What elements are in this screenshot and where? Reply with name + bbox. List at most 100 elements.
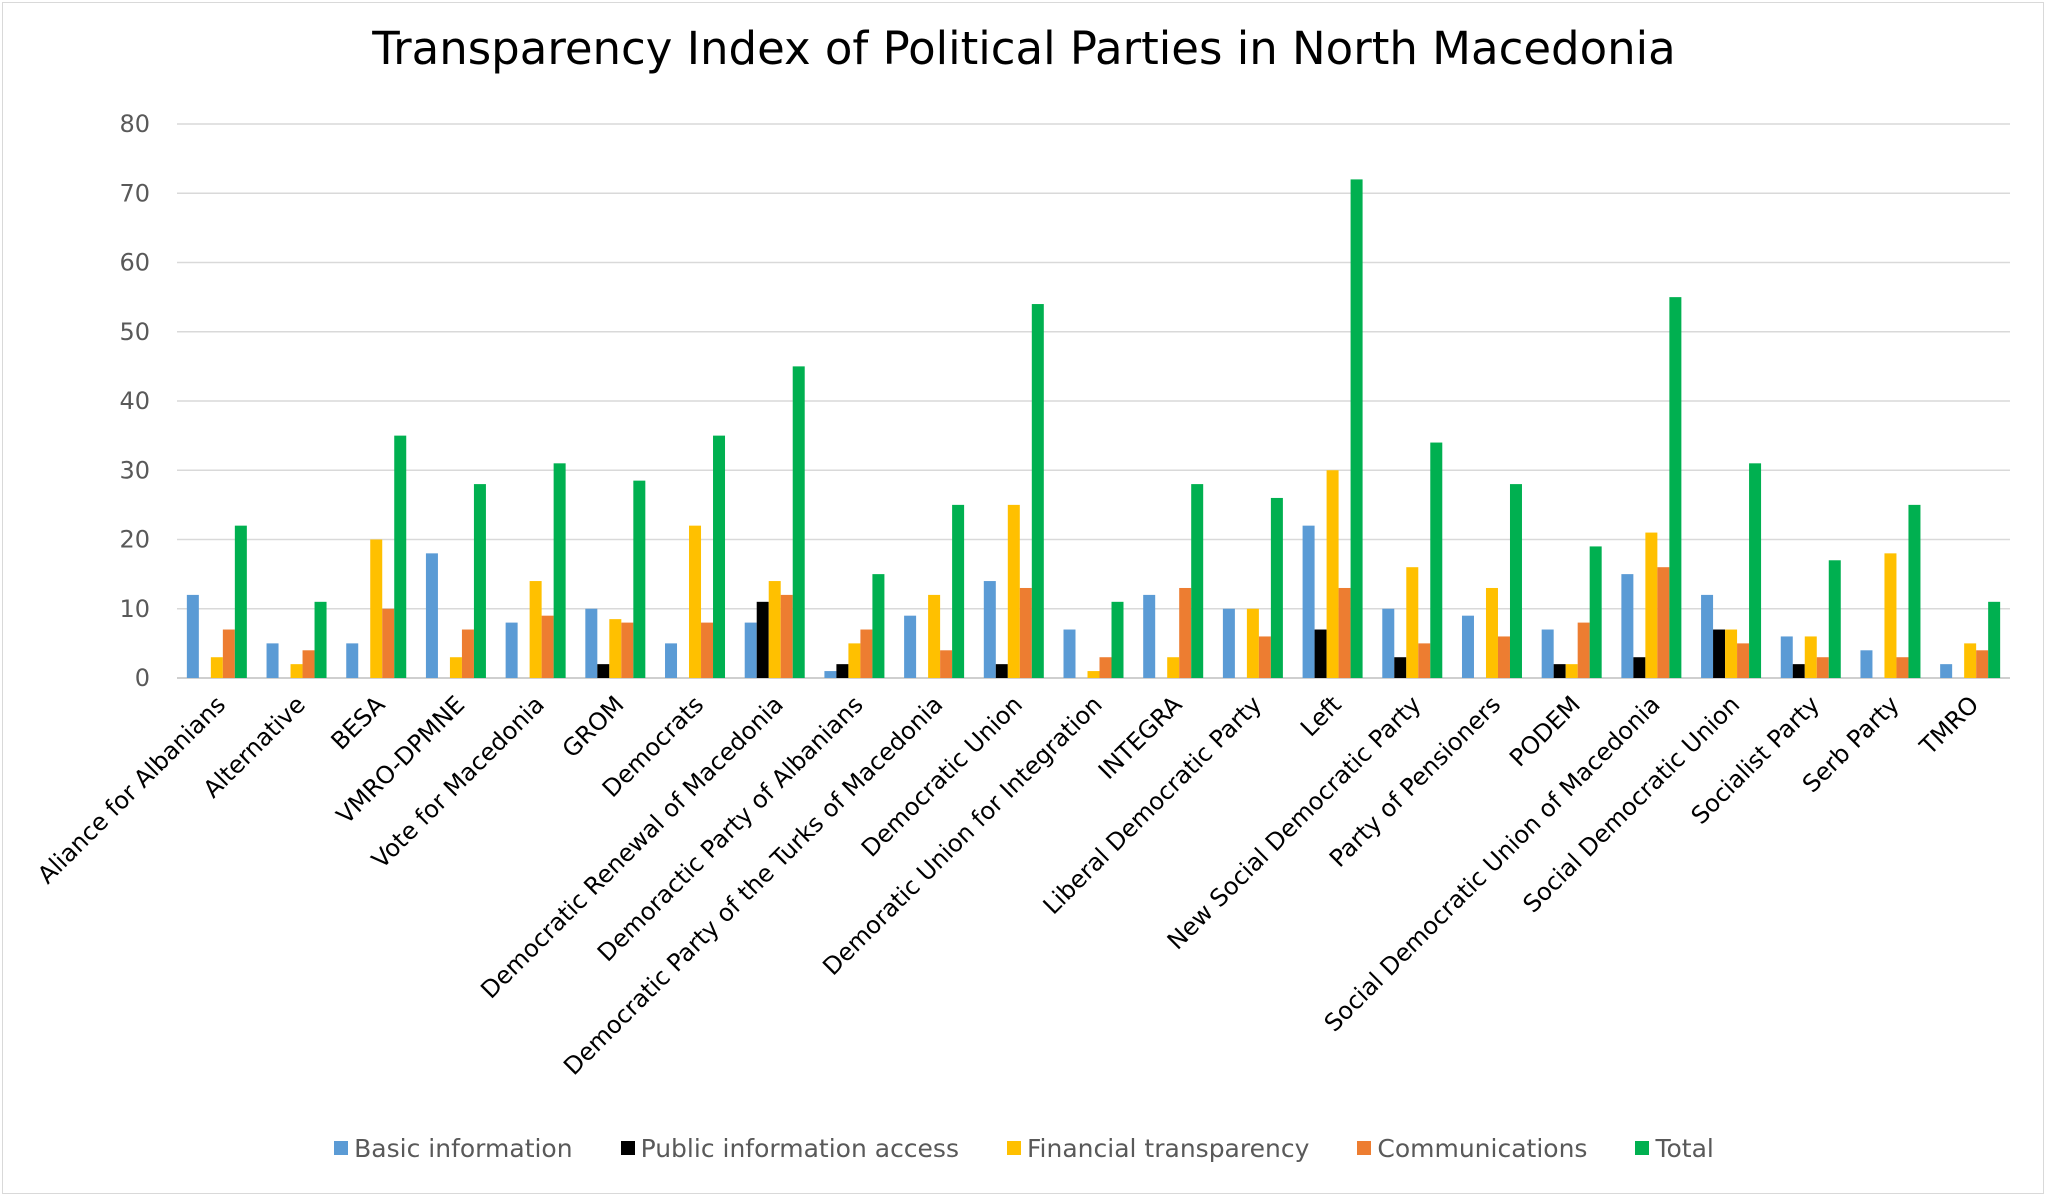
bar-financial-transparency xyxy=(1645,532,1658,678)
y-tick-label: 0 xyxy=(135,664,150,692)
gridlines xyxy=(177,123,2010,679)
legend-label: Financial transparency xyxy=(1027,1133,1310,1163)
bar-communications xyxy=(1258,636,1271,678)
bar-basic-information xyxy=(1382,608,1395,678)
bar-total xyxy=(1908,504,1921,678)
bar-basic-information xyxy=(186,594,199,678)
bar-financial-transparency xyxy=(210,657,223,678)
bar-total xyxy=(314,601,327,678)
bar-total xyxy=(553,463,566,678)
bar-financial-transparency xyxy=(1167,657,1180,678)
legend-item: Communications xyxy=(1357,1134,1587,1163)
bar-total xyxy=(1988,601,2001,678)
legend-label: Basic information xyxy=(354,1133,573,1163)
bar-basic-information xyxy=(1940,664,1953,678)
bar-total xyxy=(1111,601,1124,678)
bar-total xyxy=(473,484,486,678)
bar-financial-transparency xyxy=(689,525,702,678)
bar-total xyxy=(1509,484,1522,678)
y-tick-label: 80 xyxy=(119,110,150,138)
x-category-label: PODEM xyxy=(1504,690,1586,772)
bar-financial-transparency xyxy=(1007,504,1020,678)
bar-financial-transparency xyxy=(370,539,383,678)
bar-communications xyxy=(1338,587,1351,678)
bar-financial-transparency xyxy=(449,657,462,678)
bar-financial-transparency xyxy=(1884,553,1897,678)
bar-communications xyxy=(940,650,953,678)
bar-total xyxy=(713,435,726,678)
bar-financial-transparency xyxy=(1087,671,1100,678)
legend-swatch xyxy=(1357,1141,1372,1155)
bar-communications xyxy=(1976,650,1989,678)
legend-swatch xyxy=(620,1141,635,1155)
bars xyxy=(186,179,2001,678)
bar-communications xyxy=(780,594,793,678)
bar-total xyxy=(234,525,247,678)
bar-communications xyxy=(382,608,395,678)
bar-communications xyxy=(461,629,474,678)
legend-label: Total xyxy=(1655,1133,1714,1163)
y-tick-label: 70 xyxy=(119,179,150,207)
bar-total xyxy=(1589,546,1602,678)
bar-financial-transparency xyxy=(1485,587,1498,678)
y-tick-label: 20 xyxy=(119,526,150,554)
bar-public-information-access xyxy=(1314,629,1327,678)
bar-financial-transparency xyxy=(1246,608,1259,678)
legend-item: Total xyxy=(1635,1133,1714,1163)
bar-communications xyxy=(1577,622,1590,678)
bar-financial-transparency xyxy=(928,594,941,678)
bar-basic-information xyxy=(1701,594,1714,678)
bar-communications xyxy=(701,622,714,678)
legend-item: Financial transparency xyxy=(1007,1134,1309,1163)
bar-public-information-access xyxy=(1394,657,1407,678)
bar-public-information-access xyxy=(1633,657,1646,678)
bar-total xyxy=(1350,179,1363,678)
bar-total xyxy=(1191,484,1204,678)
bar-communications xyxy=(1497,636,1510,678)
bar-basic-information xyxy=(1621,574,1634,678)
bar-financial-transparency xyxy=(1964,643,1977,678)
bar-public-information-access xyxy=(995,664,1008,678)
bar-communications xyxy=(1816,657,1829,678)
bar-basic-information xyxy=(744,622,757,678)
bar-public-information-access xyxy=(1713,629,1726,678)
bar-basic-information xyxy=(1222,608,1235,678)
x-category-label: Demoratic Union for Integration xyxy=(817,690,1107,980)
bar-basic-information xyxy=(1063,629,1076,678)
bar-total xyxy=(1270,497,1283,678)
bar-communications xyxy=(302,650,315,678)
bar-communications xyxy=(1179,587,1192,678)
bar-financial-transparency xyxy=(290,664,303,678)
bar-total xyxy=(792,366,805,678)
legend-label: Public information access xyxy=(640,1133,959,1163)
bar-basic-information xyxy=(505,622,518,678)
legend-swatch xyxy=(334,1141,349,1155)
bar-financial-transparency xyxy=(1326,470,1339,678)
bar-basic-information xyxy=(585,608,598,678)
bar-basic-information xyxy=(1860,650,1873,678)
bar-public-information-access xyxy=(756,601,769,678)
bar-basic-information xyxy=(1541,629,1554,678)
bar-basic-information xyxy=(346,643,359,678)
bar-communications xyxy=(1099,657,1112,678)
bar-basic-information xyxy=(266,643,279,678)
bar-financial-transparency xyxy=(609,619,622,678)
x-category-label: GROM xyxy=(557,690,630,763)
x-category-label: Aliance for Albanians xyxy=(32,690,231,889)
y-tick-label: 40 xyxy=(119,387,150,415)
bar-total xyxy=(394,435,407,678)
x-category-label: Democratic Party of the Turks of Macedon… xyxy=(558,690,948,1080)
bar-communications xyxy=(541,615,554,678)
bar-basic-information xyxy=(904,615,917,678)
bar-communications xyxy=(1418,643,1431,678)
x-category-label: BESA xyxy=(326,690,391,755)
y-tick-label: 60 xyxy=(119,249,150,277)
bar-financial-transparency xyxy=(1565,664,1578,678)
bar-basic-information xyxy=(1302,525,1315,678)
bar-total xyxy=(952,504,965,678)
bar-total xyxy=(872,574,885,678)
bar-public-information-access xyxy=(1553,664,1566,678)
chart-title: Transparency Index of Political Parties … xyxy=(372,22,1676,75)
